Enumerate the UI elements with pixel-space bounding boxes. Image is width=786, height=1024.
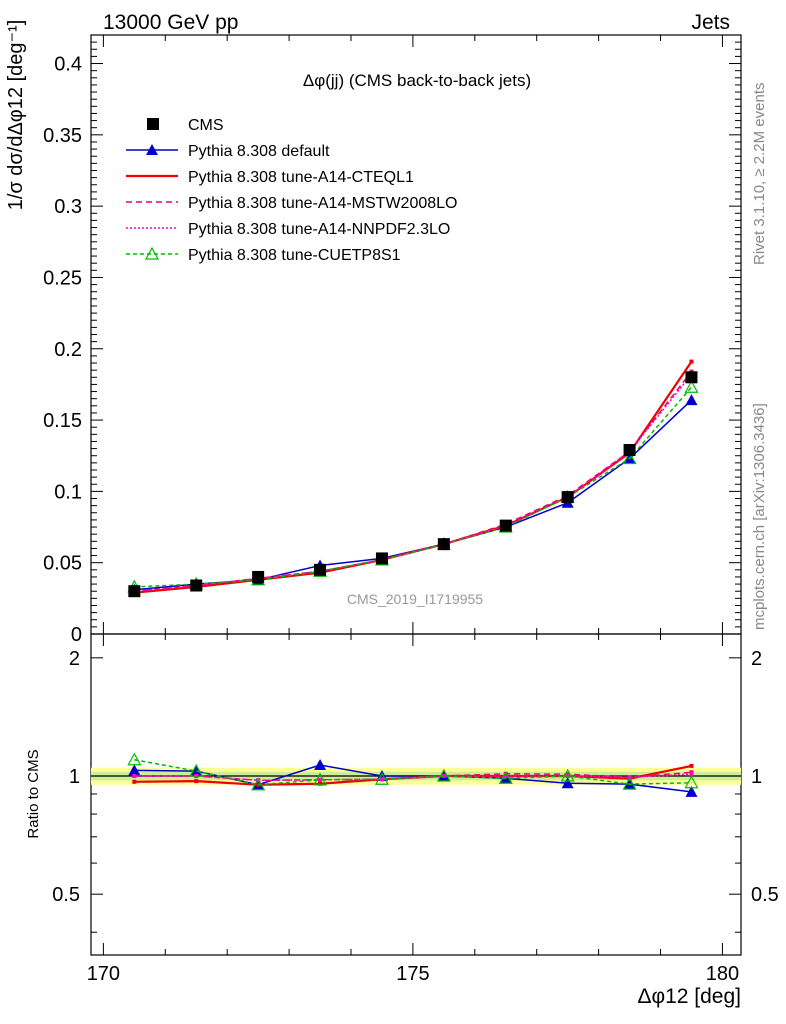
series-2-line: [134, 360, 693, 594]
series-4-ratio-point: [441, 774, 446, 779]
ratio-tick-label-right: 2: [751, 648, 762, 670]
cms-data-point: [190, 579, 203, 592]
cms-data-point: [623, 444, 636, 457]
legend-marker-cms: [147, 118, 159, 130]
cms-data-point: [128, 585, 141, 598]
legend-series-3-label: Pythia 8.308 tune-A14-MSTW2008LO: [188, 195, 457, 212]
series-1-ratio-point: [314, 759, 327, 771]
rivet-label: Rivet 3.1.10, ≥ 2.2M events: [751, 83, 768, 266]
cms-data-point: [561, 491, 574, 504]
series-1-line: [134, 399, 692, 591]
series-5-line: [134, 386, 693, 588]
series-4-ratio-point: [689, 772, 694, 777]
legend-label-cms: CMS: [188, 117, 224, 134]
legend-series-1-marker: [146, 144, 158, 155]
x-tick-label: 180: [706, 963, 739, 985]
series-1-ratio-point: [128, 764, 141, 776]
y-tick-label: 0.25: [43, 267, 82, 289]
y-axis-label-text: 1/σ dσ/dΔφ12 [deg⁻¹]: [5, 20, 27, 211]
cms-data-point: [685, 371, 698, 384]
series-5-ratio-point: [436, 768, 451, 782]
ratio-y-axis-label: Ratio to CMS: [25, 749, 42, 838]
y-tick-label: 0.15: [43, 410, 82, 432]
series-2-point: [689, 359, 694, 364]
header-right-label: Jets: [691, 11, 730, 34]
main-series-group: [127, 359, 699, 598]
x-axis-label: Δφ12 [deg]: [637, 985, 741, 1008]
y-tick-label: 0.1: [54, 481, 82, 503]
header-left-label: 13000 GeV pp: [103, 11, 238, 34]
ratio-tick-label-left: 1: [69, 766, 80, 788]
series-4-ratio-point: [318, 777, 323, 782]
y-tick-label: 0.2: [54, 339, 82, 361]
y-tick-label: 0: [71, 624, 82, 646]
series-5-ratio-point: [684, 775, 699, 789]
series-2-ratio-point: [318, 781, 323, 786]
series-5-ratio-point: [560, 768, 575, 782]
ratio-series-group: [127, 752, 699, 797]
cms-data-point: [437, 538, 450, 551]
series-5-point: [622, 451, 637, 465]
legend-series-2-label: Pythia 8.308 tune-A14-CTEQL1: [188, 169, 414, 186]
cms-data-point: [375, 552, 388, 565]
series-5-ratio-point: [189, 763, 204, 777]
axis-ticks: 170 175 180 0 0.05 0.1 0.15 0.2 0.25 0.3 0.35 0.4 0.…: [43, 34, 779, 985]
series-2-ratio-point: [132, 779, 137, 784]
series-3-ratio-point: [503, 771, 508, 776]
legend: CMS Pythia 8.308 default Pythia 8.308 tune…: [126, 117, 457, 264]
legend-series-4-label: Pythia 8.308 tune-A14-NNPDF2.3LO: [188, 221, 450, 238]
series-5-point: [684, 380, 699, 393]
y-tick-label: 0.35: [43, 125, 82, 147]
x-tick-label: 170: [87, 963, 120, 985]
series-1-ratio-point: [561, 777, 574, 789]
series-1-point: [685, 394, 698, 406]
series-1-ratio-point: [190, 765, 203, 777]
cms-data-point: [499, 519, 512, 532]
x-tick-label: 175: [396, 963, 429, 985]
series-4-ratio-point: [132, 774, 137, 779]
series-5-ratio-point: [622, 776, 637, 790]
series-5-ratio-line: [134, 759, 692, 786]
mcplots-label: mcplots.cern.ch [arXiv:1306.3436]: [751, 403, 768, 630]
series-3-line: [134, 371, 693, 592]
series-5-ratio-point: [374, 772, 389, 785]
analysis-watermark: CMS_2019_I1719955: [347, 591, 483, 607]
series-5-ratio-point: [313, 772, 328, 786]
chart-title: Δφ(jj) (CMS back-to-back jets): [303, 71, 531, 90]
series-4-ratio-point: [379, 777, 384, 782]
ratio-tick-label-left: 0.5: [52, 884, 80, 906]
legend-series-5-marker: [144, 246, 160, 260]
y-tick-label: 0.3: [54, 196, 82, 218]
series-4-ratio-point: [256, 778, 261, 783]
ratio-tick-label-right: 1: [751, 766, 762, 788]
series-4-ratio-point: [503, 774, 508, 779]
y-tick-label: 0.4: [54, 54, 82, 76]
series-4-line: [134, 373, 693, 592]
series-5-ratio-point: [127, 752, 142, 766]
series-1-ratio-point: [685, 785, 698, 797]
y-axis-label: 1/σ dσ/dΔφ12 [deg⁻¹]: [5, 20, 27, 211]
ratio-tick-label-right: 0.5: [751, 884, 779, 906]
legend-series-5-label: Pythia 8.308 tune-CUETP8S1: [188, 247, 401, 264]
cms-data-point: [252, 570, 265, 583]
series-5-ratio-point: [251, 777, 266, 791]
ratio-tick-label-left: 2: [69, 648, 80, 670]
series-5-ratio-point: [498, 771, 513, 784]
series-2-ratio-point: [194, 779, 199, 784]
cms-data-point: [314, 563, 327, 576]
ratio-panel-frame: [90, 633, 742, 956]
series-2-ratio-point: [689, 763, 694, 768]
y-tick-label: 0.05: [43, 553, 82, 575]
legend-series-1-label: Pythia 8.308 default: [188, 143, 330, 160]
